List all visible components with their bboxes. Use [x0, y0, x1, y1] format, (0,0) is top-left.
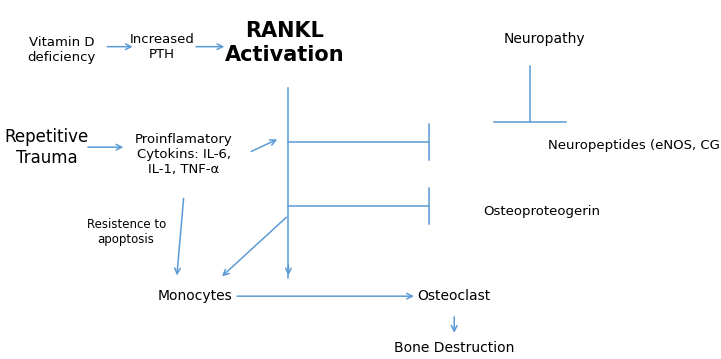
Text: Neuropeptides (eNOS, CGRP): Neuropeptides (eNOS, CGRP)	[548, 139, 721, 152]
Text: RANKL
Activation: RANKL Activation	[225, 22, 345, 65]
Text: Osteoproteogerin: Osteoproteogerin	[483, 205, 600, 218]
Text: Repetitive
Trauma: Repetitive Trauma	[5, 128, 89, 167]
Text: Monocytes: Monocytes	[157, 289, 232, 303]
Text: Bone Destruction: Bone Destruction	[394, 341, 514, 355]
Text: Vitamin D
deficiency: Vitamin D deficiency	[27, 36, 95, 64]
Text: Osteoclast: Osteoclast	[417, 289, 491, 303]
Text: Resistence to
apoptosis: Resistence to apoptosis	[87, 218, 166, 246]
Text: Increased
PTH: Increased PTH	[130, 33, 195, 61]
Text: Proinflamatory
Cytokins: IL-6,
IL-1, TNF-α: Proinflamatory Cytokins: IL-6, IL-1, TNF…	[135, 133, 233, 176]
Text: Neuropathy: Neuropathy	[503, 33, 585, 46]
